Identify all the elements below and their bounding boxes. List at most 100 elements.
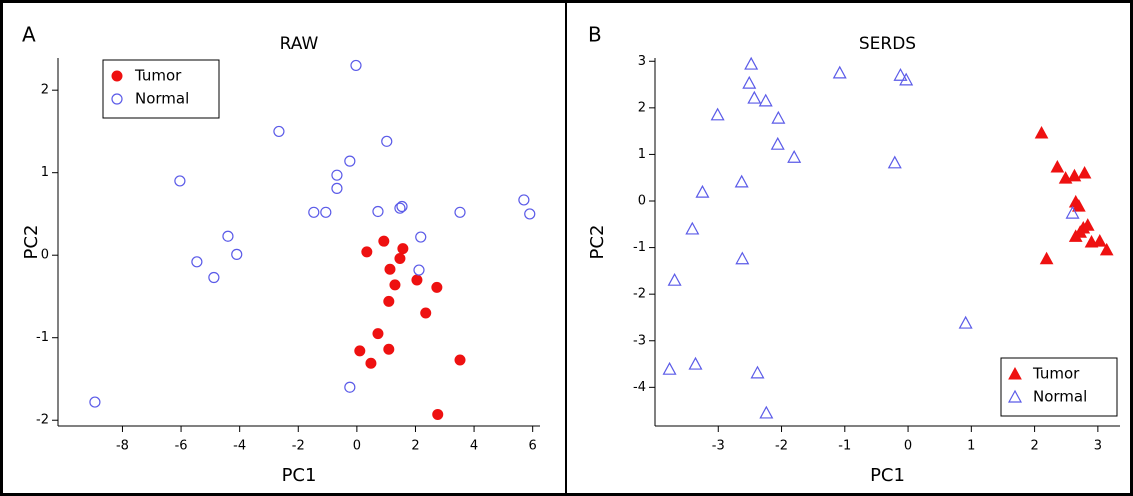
point xyxy=(191,256,203,268)
x-axis-label: PC1 xyxy=(870,465,905,486)
y-tick-label: 2 xyxy=(41,83,49,98)
legend-label: Normal xyxy=(135,90,189,108)
y-tick-label: 1 xyxy=(41,165,49,180)
point xyxy=(174,175,186,187)
point xyxy=(383,295,395,307)
point xyxy=(710,107,725,121)
point xyxy=(1068,229,1083,242)
x-tick-label: 0 xyxy=(904,439,912,454)
point xyxy=(365,357,377,369)
chart-title: RAW xyxy=(280,34,319,54)
legend-box xyxy=(102,59,220,119)
x-tick-label: -8 xyxy=(116,439,129,454)
y-tick-label: -3 xyxy=(633,333,646,348)
point xyxy=(415,231,427,243)
point xyxy=(372,328,384,340)
point xyxy=(750,365,765,379)
point xyxy=(411,274,423,286)
y-tick-label: -1 xyxy=(36,330,49,345)
point xyxy=(222,230,234,242)
point xyxy=(273,125,285,138)
point xyxy=(350,59,362,72)
point xyxy=(208,271,220,284)
point xyxy=(887,155,902,169)
point xyxy=(667,272,682,286)
x-tick-label: 2 xyxy=(411,439,419,454)
point xyxy=(431,281,443,293)
point xyxy=(320,206,332,218)
legend-label: Tumor xyxy=(1032,365,1080,383)
point xyxy=(734,174,749,188)
panel-label: B xyxy=(588,23,602,47)
legend-marker xyxy=(111,70,123,82)
point xyxy=(742,75,757,89)
point xyxy=(378,235,390,247)
point xyxy=(420,307,432,319)
point xyxy=(1065,205,1080,219)
point xyxy=(770,136,785,150)
point xyxy=(832,65,847,79)
point xyxy=(308,206,320,218)
legend-marker xyxy=(1007,389,1023,403)
point xyxy=(394,253,406,265)
x-tick-label: -2 xyxy=(775,439,788,454)
point xyxy=(381,135,393,147)
point xyxy=(771,110,786,124)
y-tick-label: -1 xyxy=(633,240,646,255)
point xyxy=(899,72,914,86)
point xyxy=(758,93,773,107)
x-tick-label: 2 xyxy=(1030,439,1038,454)
y-tick-label: 2 xyxy=(638,100,646,115)
point xyxy=(524,208,536,220)
point xyxy=(1039,251,1054,265)
x-tick-label: -1 xyxy=(838,439,851,454)
point xyxy=(518,194,530,206)
x-tick-label: 3 xyxy=(1094,439,1102,454)
x-tick-label: -3 xyxy=(712,439,725,454)
point xyxy=(396,200,408,213)
point xyxy=(397,243,409,255)
point xyxy=(893,67,908,81)
point xyxy=(384,263,396,275)
point xyxy=(1092,234,1107,247)
y-tick-label: -4 xyxy=(633,380,646,395)
legend-label: Tumor xyxy=(134,67,182,85)
point xyxy=(735,251,750,265)
legend-label: Normal xyxy=(1033,388,1087,406)
chart-title: SERDS xyxy=(859,34,916,54)
x-axis-label: PC1 xyxy=(282,465,317,486)
y-tick-label: 3 xyxy=(638,54,646,69)
point xyxy=(759,405,774,419)
legend-marker xyxy=(1008,366,1022,380)
point xyxy=(685,221,700,235)
point xyxy=(747,90,762,104)
x-tick-label: 4 xyxy=(470,439,478,454)
point xyxy=(413,264,425,276)
y-tick-label: 0 xyxy=(41,248,49,263)
y-tick-label: 0 xyxy=(638,194,646,209)
legend-box xyxy=(1000,357,1118,417)
y-tick-label: 1 xyxy=(638,147,646,162)
y-axis-label: PC2 xyxy=(21,225,42,260)
x-tick-label: -6 xyxy=(175,439,188,454)
point xyxy=(1072,199,1086,212)
point xyxy=(1077,166,1092,179)
point xyxy=(344,155,356,167)
point xyxy=(89,396,101,408)
point xyxy=(958,315,973,329)
point xyxy=(361,246,373,258)
point xyxy=(231,248,243,260)
point xyxy=(454,354,466,366)
point xyxy=(688,356,703,370)
point xyxy=(432,408,444,420)
x-tick-label: 0 xyxy=(353,439,361,454)
point xyxy=(1050,159,1065,173)
point xyxy=(1080,218,1095,231)
x-tick-label: -4 xyxy=(233,439,246,454)
point xyxy=(662,361,677,375)
point xyxy=(331,169,343,181)
point xyxy=(389,279,401,291)
panel-label: A xyxy=(22,23,36,47)
point xyxy=(1034,125,1049,139)
